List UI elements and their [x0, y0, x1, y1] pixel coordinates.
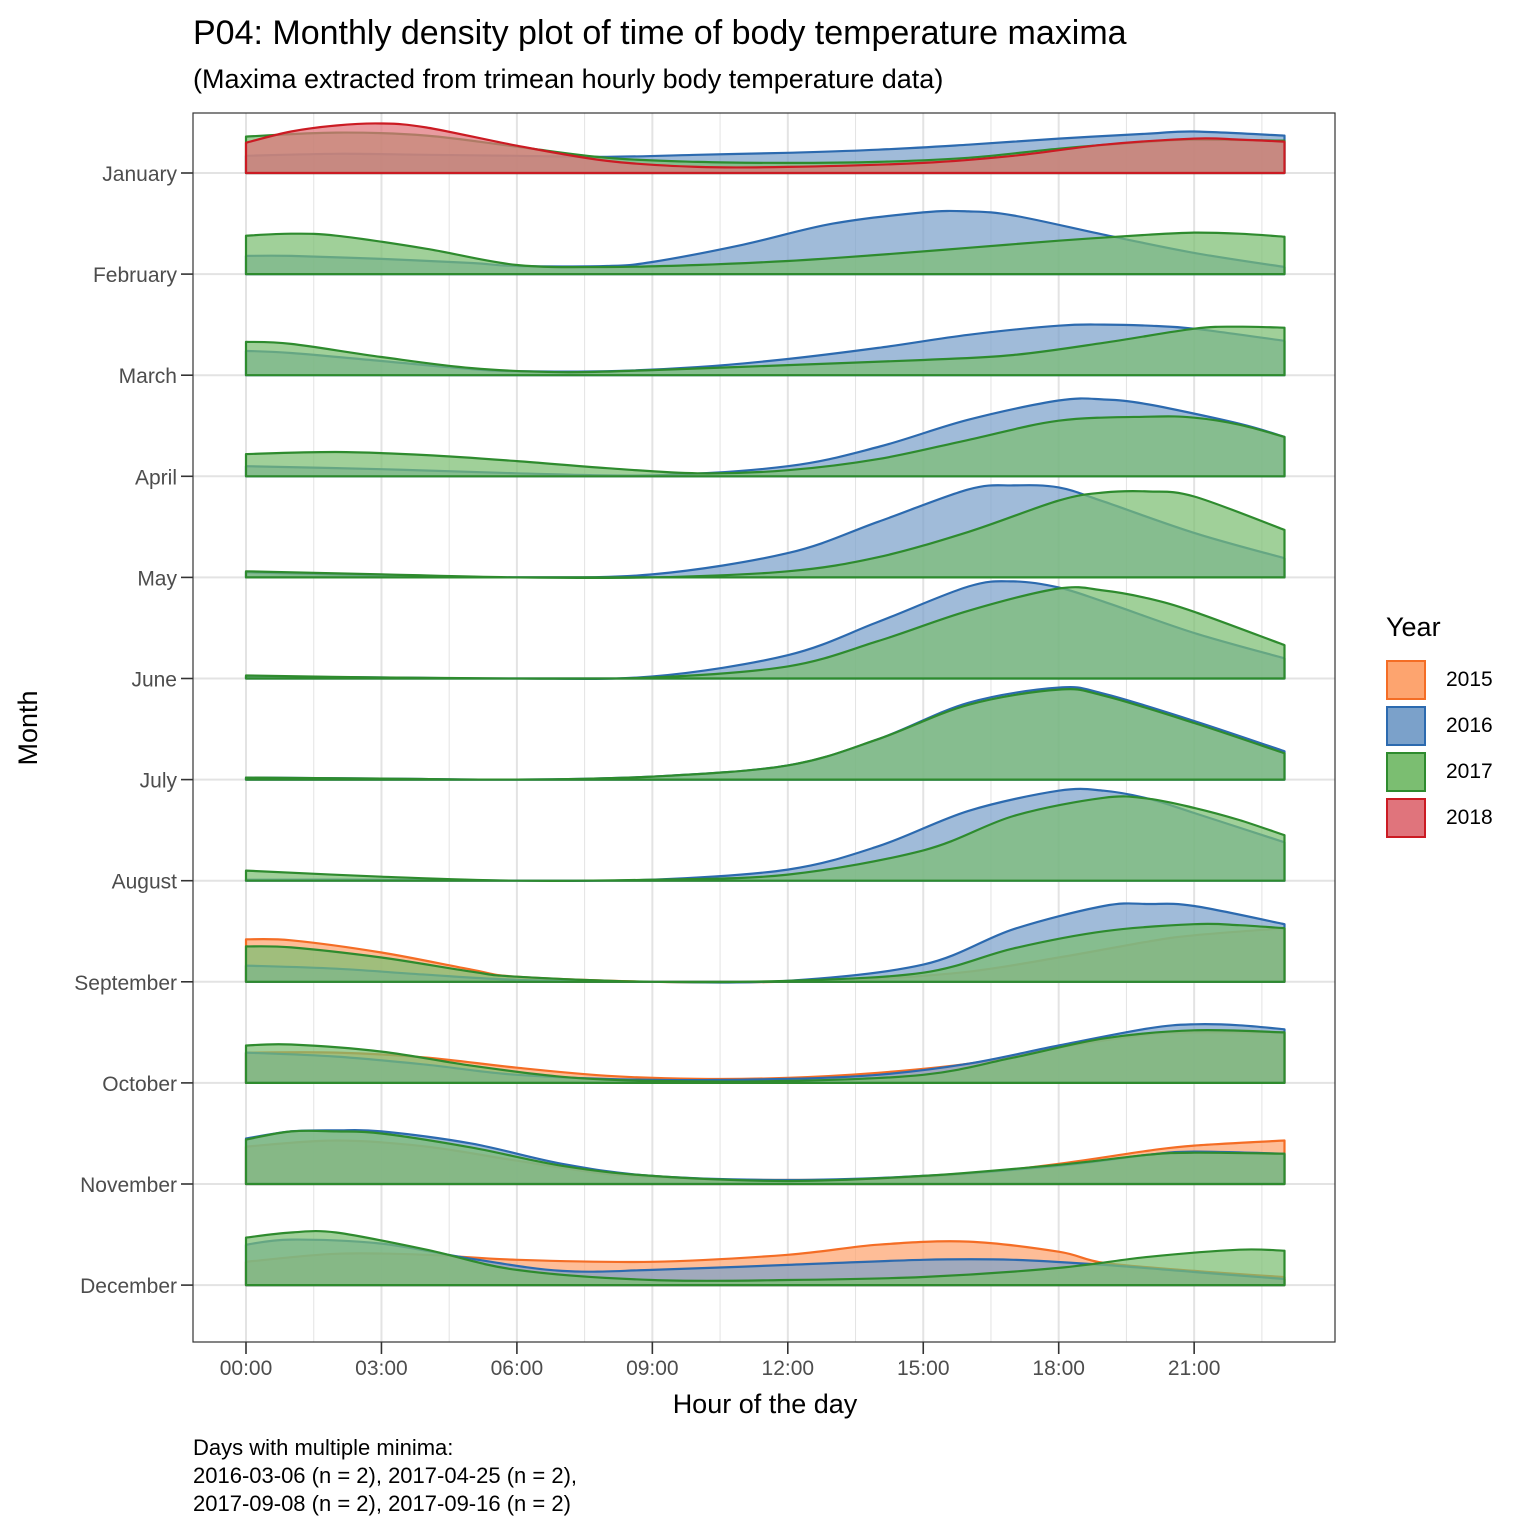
x-tick-label: 09:00 — [626, 1357, 679, 1380]
x-axis-title: Hour of the day — [673, 1389, 858, 1419]
density-ridge-may-2017 — [244, 490, 1286, 580]
density-ridge-september-2017 — [244, 922, 1286, 984]
legend-key-2017 — [1386, 752, 1426, 792]
y-tick-label: January — [102, 163, 177, 186]
density-ridge-march-2017 — [244, 325, 1286, 377]
y-axis-title: Month — [13, 690, 43, 765]
y-axis: January February March April May June July Augu… — [74, 163, 193, 1298]
y-tick-label: October — [102, 1073, 177, 1096]
density-ridge-october-2017 — [244, 1028, 1286, 1084]
density-ridge-february-2017 — [244, 231, 1286, 276]
y-tick-label: December — [80, 1275, 177, 1298]
x-tick-label: 15:00 — [897, 1357, 950, 1380]
y-tick-label: February — [93, 264, 178, 287]
caption-line-3: 2017-09-08 (n = 2), 2017-09-16 (n = 2) — [193, 1491, 571, 1516]
legend-item-2018: 2018 — [1386, 795, 1493, 841]
plot-panel-border — [192, 112, 1336, 1343]
y-tick-label: November — [80, 1174, 177, 1197]
y-tick-label: July — [140, 770, 178, 793]
legend-label-2016: 2016 — [1446, 714, 1493, 737]
density-ridge-august-2017 — [244, 795, 1286, 882]
y-tick-label: March — [119, 365, 177, 388]
density-ridge-april-2017 — [244, 415, 1286, 478]
legend-key-2016 — [1386, 706, 1426, 746]
y-tick-label: April — [135, 466, 177, 489]
legend-key-2018 — [1386, 798, 1426, 838]
legend-label-2015: 2015 — [1446, 668, 1493, 691]
legend-item-2017: 2017 — [1386, 749, 1493, 795]
chart-subtitle: (Maxima extracted from trimean hourly bo… — [193, 64, 944, 94]
density-ridge-november-2017 — [244, 1129, 1286, 1186]
y-tick-label: June — [131, 669, 177, 692]
legend: Year 2015 2016 2017 2018 — [1386, 612, 1493, 841]
y-tick-label: September — [74, 972, 177, 995]
legend-label-2017: 2017 — [1446, 760, 1493, 783]
caption-line-2: 2016-03-06 (n = 2), 2017-04-25 (n = 2), — [193, 1463, 578, 1488]
legend-key-2015 — [1386, 660, 1426, 700]
x-tick-label: 00:00 — [220, 1357, 273, 1380]
density-ridge-june-2017 — [244, 586, 1286, 680]
legend-item-2015: 2015 — [1386, 657, 1493, 703]
x-axis: 00:00 03:00 06:00 09:00 12:00 15:00 18:00 21:00 — [220, 1342, 1221, 1380]
density-ridges — [244, 122, 1286, 1287]
x-tick-label: 03:00 — [355, 1357, 408, 1380]
legend-title: Year — [1386, 612, 1441, 642]
legend-label-2018: 2018 — [1446, 806, 1493, 829]
density-ridge-january-2018 — [244, 122, 1286, 175]
x-tick-label: 12:00 — [762, 1357, 815, 1380]
legend-item-2016: 2016 — [1386, 703, 1493, 749]
caption: Days with multiple minima: 2016-03-06 (n… — [193, 1434, 577, 1518]
density-ridge-december-2017 — [244, 1229, 1286, 1287]
x-tick-label: 18:00 — [1032, 1357, 1085, 1380]
caption-line-1: Days with multiple minima: — [193, 1435, 454, 1460]
x-tick-label: 06:00 — [491, 1357, 544, 1380]
y-tick-label: May — [137, 567, 177, 590]
density-ridge-july-2017 — [244, 688, 1286, 781]
y-tick-label: August — [112, 871, 178, 894]
x-tick-label: 21:00 — [1168, 1357, 1221, 1380]
chart-title: P04: Monthly density plot of time of bod… — [193, 14, 1127, 52]
